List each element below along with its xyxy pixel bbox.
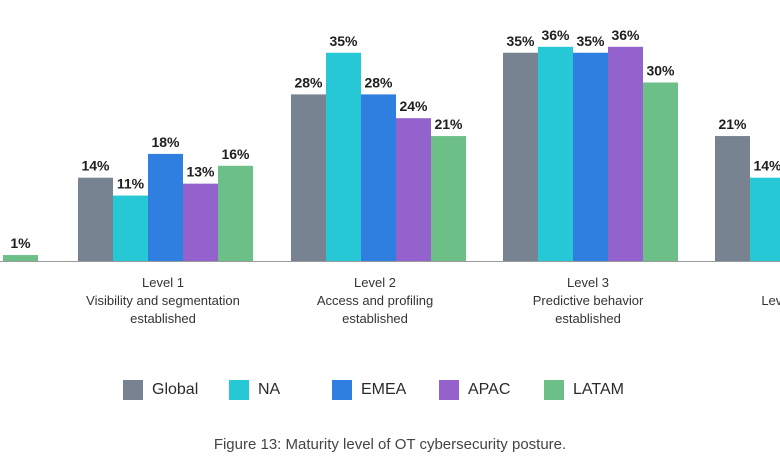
category-label-2-line-0: Level 2: [354, 275, 396, 290]
data-label-emea-3: 35%: [576, 33, 605, 49]
data-label-na-1: 11%: [117, 176, 145, 192]
data-label-global-3: 35%: [506, 33, 535, 49]
data-label-apac-2: 24%: [399, 98, 428, 114]
bar-emea-1: [148, 153, 183, 261]
data-label-na-4: 14%: [753, 158, 780, 174]
legend-swatch-latam: [544, 380, 564, 400]
bar-latam-0: [3, 255, 38, 261]
legend-label-latam: LATAM: [573, 381, 624, 398]
bar-na-4: [750, 177, 780, 261]
category-label-3-line-1: Predictive behavior: [533, 293, 644, 308]
bar-latam-3: [643, 82, 678, 261]
category-label-1-line-1: Visibility and segmentation: [86, 293, 240, 308]
data-label-latam-3: 30%: [646, 63, 675, 79]
data-label-apac-3: 36%: [611, 27, 640, 43]
bar-global-1: [78, 177, 113, 261]
legend-item-na: NA: [229, 378, 280, 402]
legend-item-global: Global: [123, 378, 198, 402]
figure-caption: Figure 13: Maturity level of OT cybersec…: [213, 436, 567, 453]
bar-na-3: [538, 46, 573, 261]
bar-global-3: [503, 52, 538, 261]
legend-label-na: NA: [258, 381, 281, 398]
data-label-apac-1: 13%: [186, 164, 215, 180]
category-label-4-line-1: Leverage c…: [761, 293, 780, 308]
chart-legend: Global NA EMEA APAC LATAM: [0, 378, 780, 402]
category-label-1-line-0: Level 1: [142, 275, 184, 290]
category-label-3-line-0: Level 3: [567, 275, 609, 290]
legend-swatch-emea: [332, 380, 352, 400]
data-label-emea-2: 28%: [364, 74, 393, 90]
legend-item-latam: LATAM: [544, 378, 624, 402]
bar-latam-1: [218, 165, 253, 261]
data-label-global-2: 28%: [294, 74, 323, 90]
bar-apac-1: [183, 183, 218, 261]
category-label-3-line-2: established: [555, 311, 621, 326]
category-label-2-line-2: established: [342, 311, 408, 326]
legend-item-emea: EMEA: [332, 378, 406, 402]
data-label-latam-2: 21%: [434, 116, 463, 132]
bar-apac-3: [608, 46, 643, 261]
bar-apac-2: [396, 118, 431, 261]
bar-global-4: [715, 136, 750, 261]
legend-label-apac: APAC: [468, 381, 511, 398]
legend-label-global: Global: [152, 381, 199, 398]
bar-na-1: [113, 195, 148, 261]
data-label-emea-1: 18%: [151, 134, 180, 150]
legend-item-apac: APAC: [439, 378, 510, 402]
data-label-latam-1: 16%: [221, 146, 250, 162]
legend-swatch-global: [123, 380, 143, 400]
data-label-latam-0: 1%: [10, 235, 31, 251]
bar-latam-2: [431, 136, 466, 261]
data-label-global-1: 14%: [81, 158, 110, 174]
data-label-na-3: 36%: [541, 27, 570, 43]
data-label-global-4: 21%: [718, 116, 747, 132]
category-label-1-line-2: established: [130, 311, 196, 326]
bar-emea-3: [573, 52, 608, 261]
bar-na-2: [326, 52, 361, 261]
legend-swatch-na: [229, 380, 249, 400]
bar-emea-2: [361, 94, 396, 262]
legend-swatch-apac: [439, 380, 459, 400]
category-label-2-line-1: Access and profiling: [317, 293, 433, 308]
data-label-na-2: 35%: [329, 33, 358, 49]
bar-chart: 14% 28% 35% 21% 11% 35% 36% 14% 18% 28% 35% 13% 24% 3…: [0, 27, 780, 326]
bar-global-2: [291, 94, 326, 262]
legend-label-emea: EMEA: [361, 381, 407, 398]
